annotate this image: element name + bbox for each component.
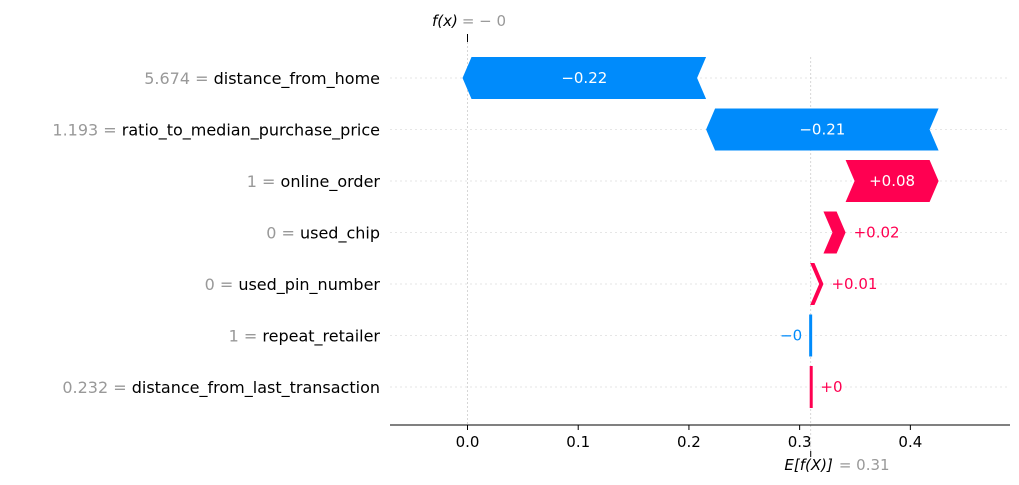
shap-bar: [823, 211, 846, 254]
x-tick-label: 0.2: [677, 433, 701, 451]
x-tick-label: 0.4: [898, 433, 922, 451]
x-axis: 0.0 0.1 0.2 0.3 0.4: [390, 424, 1010, 457]
feature-name: repeat_retailer: [262, 327, 380, 347]
shap-value-label: +0.01: [831, 275, 877, 293]
feature-value: 5.674 =: [144, 69, 213, 88]
base-value-annotation: E[f(X)] = 0.31: [784, 456, 889, 474]
base-value-text: = 0.31: [839, 456, 890, 474]
feature-name: used_pin_number: [238, 275, 380, 295]
bars: −0.22 −0.21 +0.08 +0.02 +0.01 −0 +0: [462, 57, 939, 408]
shap-value-label: +0: [820, 378, 842, 396]
shap-bar: [809, 314, 813, 357]
shap-bar: [809, 366, 813, 408]
feature-label: 5.674 = distance_from_home: [144, 69, 380, 89]
fx-value: = − 0: [462, 12, 506, 30]
shap-bar: [462, 57, 707, 99]
feature-label: 1 = online_order: [247, 172, 381, 192]
feature-label: 1 = repeat_retailer: [229, 327, 381, 347]
feature-name: ratio_to_median_purchase_price: [122, 121, 380, 141]
feature-label: 0 = used_pin_number: [205, 275, 381, 295]
feature-value: 1 =: [247, 172, 281, 191]
feature-labels: 5.674 = distance_from_home 1.193 = ratio_…: [52, 69, 380, 398]
shap-value-label: −0.22: [561, 69, 607, 87]
feature-value: 0 =: [205, 275, 239, 294]
feature-name: distance_from_last_transaction: [132, 378, 380, 398]
fx-annotation: f(x) = − 0: [432, 12, 506, 30]
shap-bar: [810, 263, 824, 305]
shap-value-label: −0.21: [799, 121, 845, 139]
x-tick-label: 0.3: [788, 433, 812, 451]
shap-value-label: +0.08: [869, 172, 915, 190]
feature-value: 0.232 =: [62, 378, 131, 397]
shap-bar: [706, 108, 939, 151]
fx-label: f(x): [432, 12, 458, 30]
feature-label: 1.193 = ratio_to_median_purchase_price: [52, 121, 380, 141]
feature-name: online_order: [281, 172, 381, 192]
feature-label: 0 = used_chip: [266, 224, 380, 244]
feature-value: 1.193 =: [52, 121, 121, 140]
feature-value: 0 =: [266, 224, 300, 243]
x-tick-label: 0.0: [456, 433, 480, 451]
shap-bar: [845, 160, 939, 202]
shap-value-label: −0: [780, 327, 802, 345]
base-value-label: E[f(X)]: [784, 456, 833, 474]
feature-label: 0.232 = distance_from_last_transaction: [62, 378, 380, 398]
feature-name: used_chip: [300, 224, 380, 244]
shap-value-label: +0.02: [854, 224, 900, 242]
feature-value: 1 =: [229, 327, 263, 346]
x-tick-label: 0.1: [566, 433, 590, 451]
feature-name: distance_from_home: [214, 69, 380, 89]
